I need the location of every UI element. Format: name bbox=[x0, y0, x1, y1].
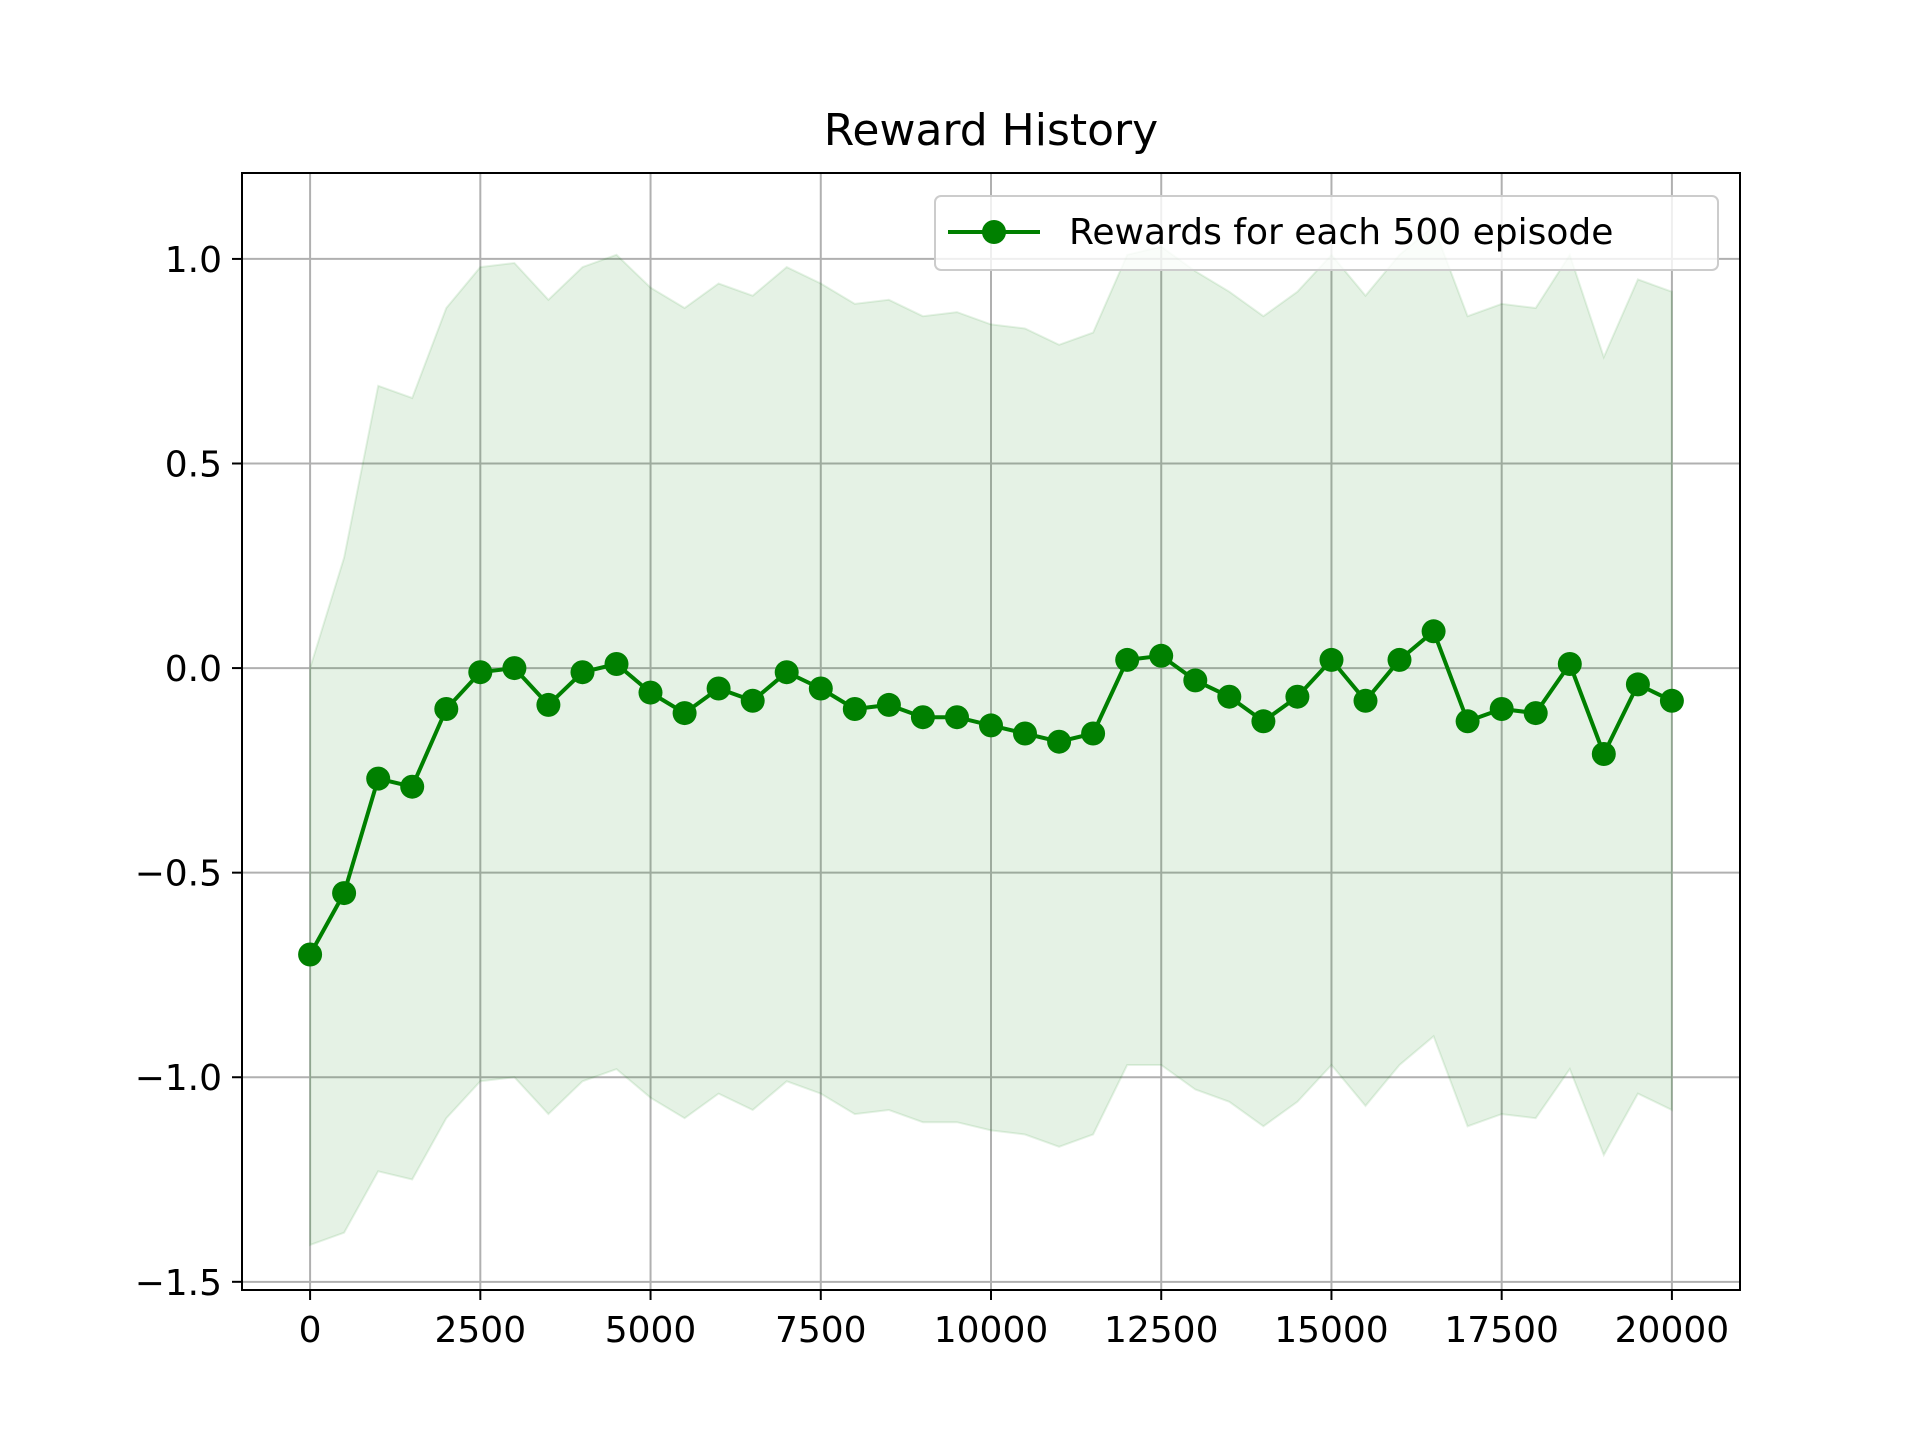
data-point bbox=[1217, 684, 1242, 709]
x-tick-label: 7500 bbox=[775, 1310, 867, 1351]
legend-box bbox=[934, 195, 1719, 271]
data-point bbox=[876, 692, 901, 717]
data-point bbox=[604, 652, 629, 676]
y-axis-ticks: −1.5 −1.0 −0.5 0.0 0.5 1.0 bbox=[135, 240, 242, 1304]
x-tick-label: 2500 bbox=[435, 1310, 527, 1351]
data-point bbox=[1387, 647, 1412, 672]
y-tick-label: −1.5 bbox=[135, 1263, 222, 1304]
data-point bbox=[1149, 643, 1174, 668]
data-point bbox=[570, 660, 595, 685]
data-point bbox=[672, 701, 697, 726]
data-point bbox=[842, 697, 867, 721]
data-point bbox=[1523, 701, 1548, 726]
x-tick-label: 20000 bbox=[1615, 1310, 1730, 1351]
y-tick-label: −1.0 bbox=[135, 1058, 222, 1099]
x-axis-ticks: 0 2500 5000 7500 10000 12500 15000 17500 20000 bbox=[299, 1290, 1730, 1351]
data-point bbox=[979, 713, 1003, 738]
data-point bbox=[1285, 684, 1310, 709]
reward-series bbox=[298, 619, 1684, 967]
data-point bbox=[332, 881, 357, 906]
legend: Rewards for each 500 episode bbox=[934, 195, 1719, 271]
data-point bbox=[1591, 742, 1616, 766]
data-point bbox=[910, 705, 935, 730]
data-point bbox=[468, 660, 493, 685]
data-point bbox=[1353, 688, 1378, 713]
data-point bbox=[1455, 709, 1480, 734]
data-point bbox=[298, 942, 323, 967]
data-point bbox=[1013, 721, 1037, 746]
data-point bbox=[1251, 709, 1276, 734]
data-point bbox=[945, 705, 969, 730]
data-point bbox=[366, 766, 391, 791]
data-point bbox=[740, 688, 765, 713]
data-point bbox=[1047, 729, 1072, 754]
legend-marker-swatch bbox=[982, 220, 1006, 244]
data-point bbox=[1625, 672, 1650, 697]
data-point bbox=[434, 697, 459, 721]
x-tick-label: 10000 bbox=[934, 1310, 1049, 1351]
y-tick-label: 1.0 bbox=[165, 240, 222, 281]
data-point bbox=[1421, 619, 1446, 644]
y-tick-label: 0.0 bbox=[165, 649, 222, 690]
data-point bbox=[1081, 721, 1106, 746]
data-point bbox=[1183, 668, 1208, 693]
x-tick-label: 5000 bbox=[605, 1310, 697, 1351]
data-point bbox=[774, 660, 799, 685]
legend-label: Rewards for each 500 episode bbox=[1069, 212, 1613, 253]
data-point bbox=[1115, 647, 1140, 672]
data-point bbox=[536, 692, 561, 717]
data-point bbox=[1557, 652, 1582, 676]
data-point bbox=[706, 676, 731, 701]
x-tick-label: 17500 bbox=[1444, 1310, 1559, 1351]
y-tick-label: −0.5 bbox=[135, 854, 222, 895]
chart-title: Reward History bbox=[824, 105, 1158, 156]
y-tick-label: 0.5 bbox=[165, 445, 222, 486]
data-point bbox=[1489, 697, 1514, 721]
data-point bbox=[400, 774, 425, 799]
x-tick-label: 15000 bbox=[1274, 1310, 1389, 1351]
x-tick-label: 0 bbox=[299, 1310, 322, 1351]
data-point bbox=[638, 680, 663, 705]
data-point bbox=[808, 676, 833, 701]
data-point bbox=[502, 656, 527, 681]
data-point bbox=[1659, 688, 1684, 713]
x-tick-label: 12500 bbox=[1104, 1310, 1219, 1351]
data-point bbox=[1319, 647, 1344, 672]
